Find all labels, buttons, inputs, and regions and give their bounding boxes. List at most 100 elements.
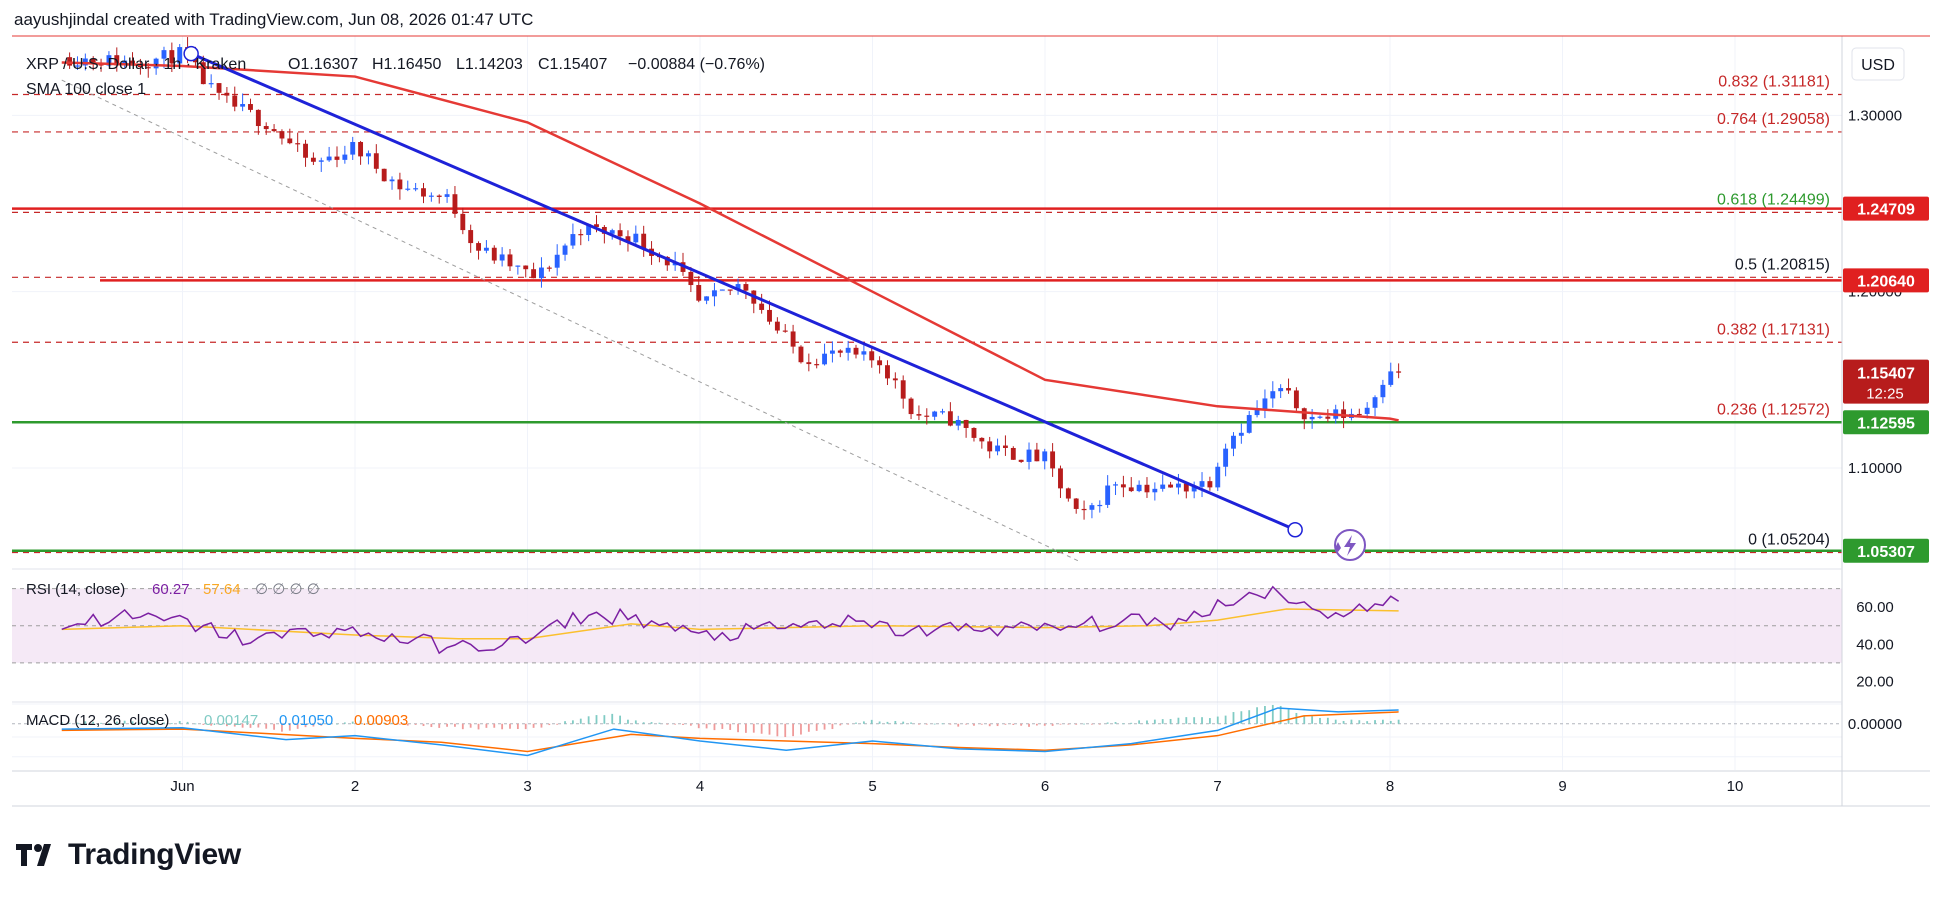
legend-open: O1.16307 <box>288 56 358 73</box>
candle-body <box>452 194 458 214</box>
macd-histogram-bar <box>493 723 496 728</box>
candle-body <box>436 195 442 197</box>
candle-body <box>1002 445 1008 448</box>
macd-histogram-bar <box>1028 723 1030 727</box>
candle-body <box>617 230 623 237</box>
macd-histogram-bar <box>949 723 952 725</box>
candle-body <box>1278 388 1284 392</box>
macd-histogram-bar <box>603 715 606 724</box>
candle-body <box>287 138 293 144</box>
macd-histogram-bar <box>1295 712 1298 724</box>
macd-histogram-bar <box>1232 712 1235 724</box>
currency-label: USD <box>1861 57 1895 74</box>
candle-body <box>405 188 411 190</box>
candle-body <box>1215 466 1221 488</box>
macd-histogram-bar <box>689 723 692 726</box>
macd-histogram-bar <box>737 723 739 733</box>
candle-body <box>1364 407 1370 414</box>
macd-line <box>61 707 1399 757</box>
macd-histogram-bar <box>532 723 535 728</box>
candle-body <box>924 415 930 417</box>
macd-histogram-bar <box>1161 719 1164 724</box>
candle-body <box>1144 484 1150 493</box>
macd-histogram-bar <box>139 722 142 724</box>
candle-body <box>885 365 890 379</box>
legend-symbol: XRP / U.S. Dollar · 1h · Kraken <box>26 56 246 73</box>
macd-histogram-bar <box>1208 718 1211 724</box>
candle-body <box>1018 459 1024 462</box>
candle-body <box>483 247 489 251</box>
fib-level-label: 0.764 (1.29058) <box>1717 111 1830 128</box>
support-price-tag-label: 1.12595 <box>1857 415 1915 432</box>
trendline-handle-start <box>183 45 199 62</box>
fib-level-label: 0.832 (1.31181) <box>1718 74 1830 91</box>
candle-body <box>1120 484 1126 488</box>
candle-body <box>1050 451 1056 469</box>
macd-histogram-bar <box>1397 719 1400 724</box>
candle-body <box>1238 432 1244 436</box>
candle-body <box>570 234 576 246</box>
candle-body <box>169 50 175 64</box>
candle-body <box>822 353 827 365</box>
candle-body <box>1293 390 1299 409</box>
x-tick-label: 3 <box>523 778 531 795</box>
macd-histogram-bar <box>674 723 677 725</box>
candle-body <box>1199 481 1205 487</box>
candle-body <box>806 362 812 365</box>
macd-histogram-bar <box>414 723 417 725</box>
macd-histogram-bar <box>516 723 519 730</box>
rsi-line <box>61 585 1400 655</box>
candle-body <box>106 55 112 66</box>
macd-histogram-bar <box>406 723 409 726</box>
lightning-icon[interactable] <box>1334 529 1366 561</box>
candle-body <box>1136 484 1142 492</box>
macd-histogram-bar <box>564 721 566 724</box>
macd-histogram-bar <box>367 720 370 724</box>
rsi-tick-label: 20.00 <box>1856 673 1894 690</box>
macd-histogram-bar <box>902 721 905 724</box>
macd-histogram-bar <box>831 723 834 730</box>
macd-histogram-bar <box>509 723 511 729</box>
macd-histogram-bar <box>855 722 857 724</box>
currency-button[interactable]: USD <box>1851 47 1905 81</box>
macd-histogram-bar <box>1035 723 1038 726</box>
macd-histogram-bar <box>446 723 448 727</box>
macd-histogram-bar <box>713 723 716 731</box>
last-price-tag-label: 1.15407 <box>1857 366 1915 383</box>
candle-body <box>971 427 977 438</box>
macd-histogram-bar <box>218 723 220 725</box>
candle-body <box>845 347 851 353</box>
candle-body <box>1372 397 1378 408</box>
macd-histogram-bar <box>642 722 645 724</box>
candle-body <box>790 331 796 347</box>
macd-histogram-bar <box>721 723 724 729</box>
macd-histogram-bar <box>815 723 818 731</box>
macd-histogram-bar <box>666 723 669 725</box>
macd-histogram-bar <box>886 721 889 724</box>
macd-histogram-bar <box>611 713 614 724</box>
macd-histogram-bar <box>752 723 755 733</box>
macd-histogram-bar <box>1098 723 1101 725</box>
candle-body <box>1026 449 1032 462</box>
candle-body <box>358 142 364 157</box>
candle-body <box>153 58 159 69</box>
candle-body <box>1058 468 1063 489</box>
macd-histogram-bar <box>123 720 126 724</box>
macd-histogram-bar <box>1138 720 1141 724</box>
macd-histogram-bar <box>595 715 598 724</box>
candle-body <box>303 143 308 158</box>
candle-body <box>877 360 883 366</box>
macd-histogram-bar <box>312 723 315 727</box>
macd-histogram-bar <box>1201 717 1203 724</box>
candle-body <box>735 284 741 290</box>
candle-body <box>995 445 1001 452</box>
tradingview-logo: TradingView <box>16 838 241 872</box>
macd-histogram-bar <box>1067 723 1070 725</box>
macd-histogram-bar <box>807 723 810 732</box>
macd-histogram-bar <box>1248 710 1251 724</box>
macd-histogram-bar <box>194 723 197 725</box>
candle-body <box>523 265 529 270</box>
macd-histogram-bar <box>115 721 118 724</box>
macd-histogram-bar <box>1381 719 1384 724</box>
